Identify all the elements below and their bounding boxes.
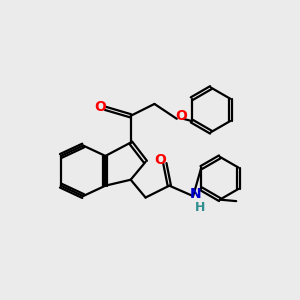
Text: O: O — [175, 110, 187, 123]
Text: O: O — [94, 100, 106, 114]
Text: N: N — [190, 187, 201, 201]
Text: O: O — [154, 153, 166, 167]
Text: H: H — [195, 202, 206, 214]
